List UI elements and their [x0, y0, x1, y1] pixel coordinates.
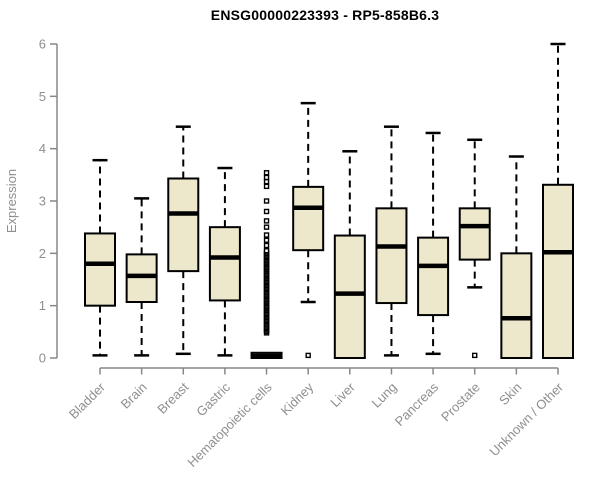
box-lung: [375, 125, 408, 357]
x-tick-label-pancreas: Pancreas: [392, 379, 442, 429]
iqr-box: [375, 207, 408, 305]
y-tick-label: 0: [39, 351, 46, 366]
x-tick-label-kidney: Kidney: [278, 379, 317, 418]
iqr-box: [417, 236, 450, 317]
iqr-box: [500, 252, 533, 359]
outlier-point: [263, 178, 270, 185]
box-hematopoietic-cells: [250, 170, 283, 359]
box-unknown-other: [542, 42, 574, 359]
outlier-point: [263, 174, 270, 181]
outlier-point: [263, 237, 270, 243]
iqr-box: [84, 232, 116, 307]
x-tick-label-lung: Lung: [369, 380, 400, 411]
box-kidney: [292, 101, 325, 359]
iqr-box: [208, 226, 241, 302]
y-tick-label: 4: [39, 141, 46, 156]
y-axis: 0 1 2 3 4 5 6 Expression: [4, 37, 58, 366]
y-tick-label: 6: [39, 37, 46, 52]
iqr-box: [458, 207, 491, 261]
y-tick-label: 3: [39, 194, 46, 209]
box-gastric: [208, 166, 241, 357]
x-tick-label-liver: Liver: [327, 379, 358, 410]
x-tick-label-unknown-other: Unknown / Other: [487, 379, 567, 459]
y-tick-label: 5: [39, 89, 46, 104]
outlier-point: [263, 208, 270, 215]
outlier-point: [472, 352, 478, 359]
x-tick-label-gastric: Gastric: [193, 379, 233, 419]
outlier-point: [305, 352, 311, 359]
outlier-point: [263, 183, 270, 190]
iqr-box: [542, 183, 574, 359]
outlier-point: [263, 242, 270, 249]
outlier-point: [263, 218, 270, 224]
box-skin: [500, 155, 533, 359]
outlier-point: [263, 170, 270, 176]
box-brain: [125, 197, 158, 357]
outlier-point: [263, 248, 270, 254]
y-tick-label: 2: [39, 246, 46, 261]
x-tick-label-brain: Brain: [118, 380, 150, 412]
iqr-box: [167, 177, 200, 273]
x-tick-label-breast: Breast: [154, 379, 191, 416]
box-bladder: [84, 158, 116, 357]
box-prostate: [458, 138, 491, 359]
y-tick-label: 1: [39, 298, 46, 313]
x-tick-label-skin: Skin: [496, 380, 524, 408]
box-breast: [167, 125, 200, 356]
outlier-point: [263, 198, 270, 204]
iqr-box: [292, 185, 325, 252]
x-tick-label-prostate: Prostate: [438, 380, 483, 425]
chart-title: ENSG00000223393 - RP5-858B6.3: [210, 7, 440, 23]
outlier-point: [263, 224, 270, 230]
y-axis-title: Expression: [4, 169, 19, 233]
iqr-box: [125, 253, 158, 304]
box-pancreas: [417, 131, 450, 356]
box-liver: [333, 150, 366, 359]
x-tick-label-bladder: Bladder: [66, 379, 109, 422]
outlier-point: [263, 232, 270, 238]
iqr-box: [333, 234, 366, 359]
